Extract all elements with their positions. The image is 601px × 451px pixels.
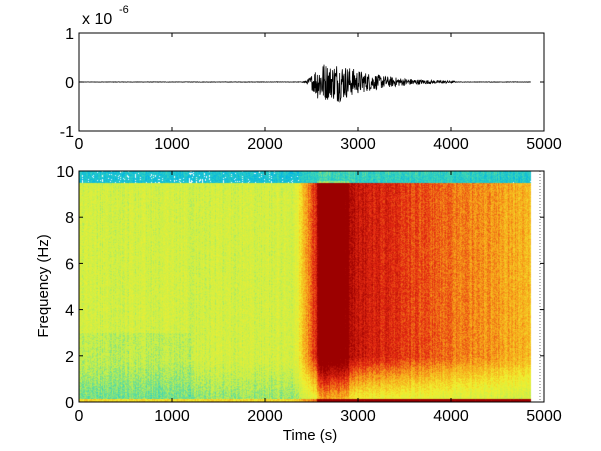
spectrogram-x-axis-label: Time (s): [283, 427, 337, 444]
waveform-x-tick-label: 0: [75, 136, 84, 153]
spectrogram-frame: [78, 170, 545, 403]
waveform-x-tick-label: 1000: [154, 136, 190, 153]
waveform-x-tick-label: 5000: [526, 136, 562, 153]
waveform-y-multiplier: x 10: [82, 11, 112, 28]
waveform-x-tick-labels: 0 1000 2000 3000 4000 5000: [75, 136, 562, 153]
spectrogram-heatmap: [79, 171, 544, 402]
waveform-panel: 0 1000 2000 3000 4000 5000 -101 x 10 -6: [60, 4, 562, 153]
spectrogram-x-tick-label: 3000: [340, 408, 376, 425]
spectrogram-x-tick-label: 5000: [526, 408, 562, 425]
waveform-y-tick-labels: -1 0 1: [60, 26, 74, 141]
spectrogram-y-tick-label: 10: [56, 164, 74, 181]
spectrogram-x-tick-labels: 0 1000 2000 3000 4000 5000: [75, 408, 562, 425]
spectrogram-x-tick-label: 1000: [154, 408, 190, 425]
spectrogram-y-tick-label: 4: [65, 303, 74, 320]
spectrogram-y-axis-label: Frequency (Hz): [35, 234, 52, 337]
waveform-line: [78, 64, 531, 103]
waveform-trace: [78, 64, 531, 103]
waveform-y-tick-label: -1: [60, 124, 74, 141]
spectrogram-ticks: [78, 170, 545, 403]
spectrogram-x-tick-label: 4000: [433, 408, 469, 425]
spectrogram-y-tick-label: 8: [65, 210, 74, 227]
spectrogram-y-tick-label: 6: [65, 256, 74, 273]
spectrogram-y-tick-label: 2: [65, 349, 74, 366]
waveform-x-tick-label: 2000: [247, 136, 283, 153]
spectrogram-y-tick-labels: 0 2 4 6 8 10: [56, 164, 74, 412]
spectrogram-y-tick-label: 0: [65, 395, 74, 412]
spectrogram-panel: 0 1000 2000 3000 4000 5000 0 2 4 6 8 10 Time (s) F…: [35, 164, 562, 444]
waveform-y-tick-label: 0: [65, 75, 74, 92]
waveform-y-tick-label: 1: [65, 26, 74, 43]
spectrogram-x-tick-label: 0: [75, 408, 84, 425]
spectrogram-image-holder: [79, 171, 544, 402]
waveform-y-multiplier-exponent: -6: [119, 4, 129, 16]
waveform-ticks: [78, 32, 545, 132]
waveform-x-tick-label: 3000: [340, 136, 376, 153]
waveform-x-tick-label: 4000: [433, 136, 469, 153]
spectrogram-x-tick-label: 2000: [247, 408, 283, 425]
